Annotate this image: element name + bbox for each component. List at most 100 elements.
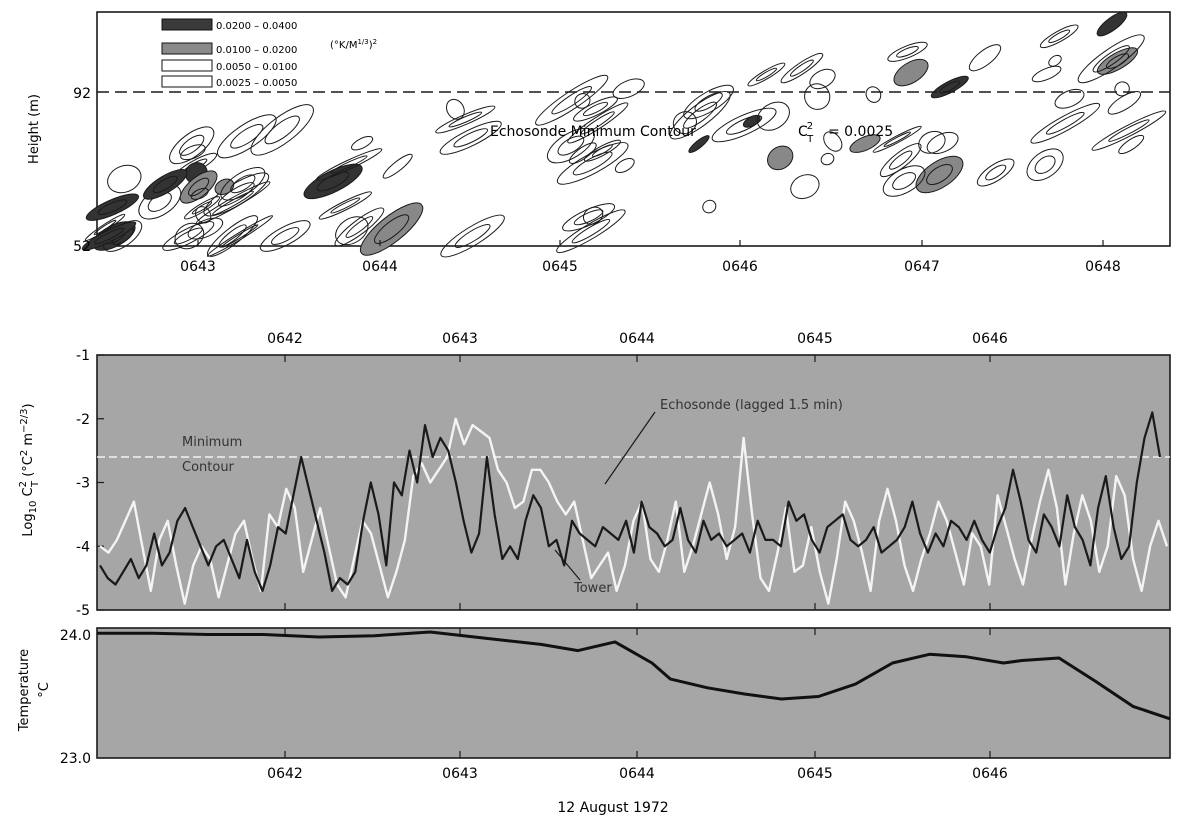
temperature-ylabel: Temperature xyxy=(17,649,32,732)
contour-ring xyxy=(1108,119,1150,142)
contour-ring xyxy=(926,131,959,155)
contour-ring xyxy=(582,206,604,225)
minimum-label: Minimum xyxy=(182,435,242,450)
temperature-xtick-labels: 0642 0643 0644 0645 0646 xyxy=(267,766,1008,782)
echosonde-pointer xyxy=(604,411,656,485)
contour-ring xyxy=(535,74,609,126)
contour-ring xyxy=(97,199,128,215)
contour-ring xyxy=(454,224,491,248)
echosonde-minimum-contour-label: Echosonde Minimum Contour xyxy=(490,124,696,140)
contour-ring xyxy=(755,67,778,82)
contour-ring xyxy=(195,206,212,224)
contour-ring xyxy=(683,101,718,129)
contour-ring xyxy=(939,80,961,94)
temperature-xtick-label: 0643 xyxy=(442,766,478,782)
contour-ring xyxy=(190,187,209,200)
contour-ring xyxy=(1030,102,1101,144)
legend-units: (°K/M1/3)2 xyxy=(330,38,377,51)
legend-swatch-2 xyxy=(161,42,213,55)
contour-ring xyxy=(879,143,922,178)
contour-ring xyxy=(259,220,311,252)
contour-ring xyxy=(84,213,126,241)
contour-ring xyxy=(711,107,777,143)
contour-ring xyxy=(893,58,929,87)
contour-ring xyxy=(207,215,258,257)
contour-ring xyxy=(264,115,300,145)
ct2-plot-frame xyxy=(96,354,1171,611)
contour-ring xyxy=(81,221,137,251)
contour-ring xyxy=(1091,110,1167,151)
contour-ring xyxy=(883,131,911,147)
contour-ring xyxy=(887,41,928,62)
contour-ring xyxy=(1048,54,1062,67)
temperature-xtick-label: 0642 xyxy=(267,766,303,782)
legend-swatch-4 xyxy=(161,75,213,88)
contour-ring xyxy=(1034,155,1056,174)
contour-xticks: 0643 0644 0645 0646 0647 0648 xyxy=(180,240,1121,275)
temperature-ytick-24: 24.0 xyxy=(60,628,91,644)
contour-ring xyxy=(187,217,224,240)
contour-ring xyxy=(612,78,645,99)
contour-ring xyxy=(250,104,314,156)
contour-xtick-label: 0647 xyxy=(904,259,940,275)
contour-ring xyxy=(183,196,221,220)
contour-ring xyxy=(448,111,483,128)
contour-ring xyxy=(220,167,266,201)
temperature-series-line xyxy=(97,630,1171,721)
contour-ring xyxy=(316,171,350,192)
contour-ring xyxy=(271,227,300,245)
contour-ring xyxy=(206,215,274,257)
contour-ring xyxy=(896,46,919,58)
contour-ring xyxy=(180,144,206,161)
contour-ring xyxy=(551,86,593,115)
contour-ring xyxy=(968,44,1002,72)
contour-xtick-label: 0643 xyxy=(180,259,216,275)
ct2-xtick-label: 0645 xyxy=(797,331,833,347)
contour-ring xyxy=(1031,65,1062,83)
ct2-xtick-label: 0646 xyxy=(972,331,1008,347)
contour-ring xyxy=(573,96,618,122)
contour-ring xyxy=(212,190,254,216)
legend-range-3: 0.0050 – 0.0100 xyxy=(216,62,297,73)
contour-ring xyxy=(572,151,613,176)
temperature-xtick-label: 0645 xyxy=(797,766,833,782)
contour-plot-frame xyxy=(96,11,1171,247)
contour-ring xyxy=(892,172,917,190)
ct2-ytick-labels: -1 -2 -3 -4 -5 xyxy=(76,348,90,619)
contour-ring xyxy=(439,120,502,155)
contour-ring xyxy=(330,197,361,214)
legend-swatch-3 xyxy=(161,59,213,72)
contour-ylabel: Height (m) xyxy=(27,94,42,164)
tower-pointer xyxy=(554,549,581,581)
echosonde-label: Echosonde (lagged 1.5 min) xyxy=(660,398,843,413)
ct2-symbol: C2 T xyxy=(798,121,814,145)
contour-ring xyxy=(93,219,117,236)
temperature-ylabel-unit: °C xyxy=(37,682,52,698)
contour-ring xyxy=(1096,11,1128,37)
contour-ring xyxy=(218,224,247,248)
contour-ring xyxy=(985,164,1007,181)
contour-ring xyxy=(169,126,215,165)
temperature-panel: 24.0 23.0 Temperature °C 0642 0643 0644 064… xyxy=(17,627,1171,782)
contour-ytick-92: 92 xyxy=(73,86,91,102)
contour-ring xyxy=(669,91,731,140)
ct2-ticks xyxy=(97,354,991,611)
contour-ring xyxy=(747,62,786,87)
contour-ring xyxy=(179,134,205,156)
contour-ring xyxy=(351,135,374,151)
contour-ring xyxy=(823,131,843,152)
ct2-ytick-label: -3 xyxy=(76,476,90,492)
contour-ring xyxy=(107,164,142,194)
contour-ring xyxy=(1077,34,1145,84)
ct2-ytick-label: -2 xyxy=(76,412,90,428)
contour-ring xyxy=(162,221,215,251)
contour-ring xyxy=(767,145,794,171)
contour-ring xyxy=(582,101,609,117)
contour-ring xyxy=(591,144,613,157)
contour-ring xyxy=(702,199,717,214)
contour-ring xyxy=(345,216,374,238)
contour-ring xyxy=(849,134,881,153)
contour-ring xyxy=(315,148,383,181)
contour-ring xyxy=(756,101,790,131)
ct2-xtick-label: 0643 xyxy=(442,331,478,347)
